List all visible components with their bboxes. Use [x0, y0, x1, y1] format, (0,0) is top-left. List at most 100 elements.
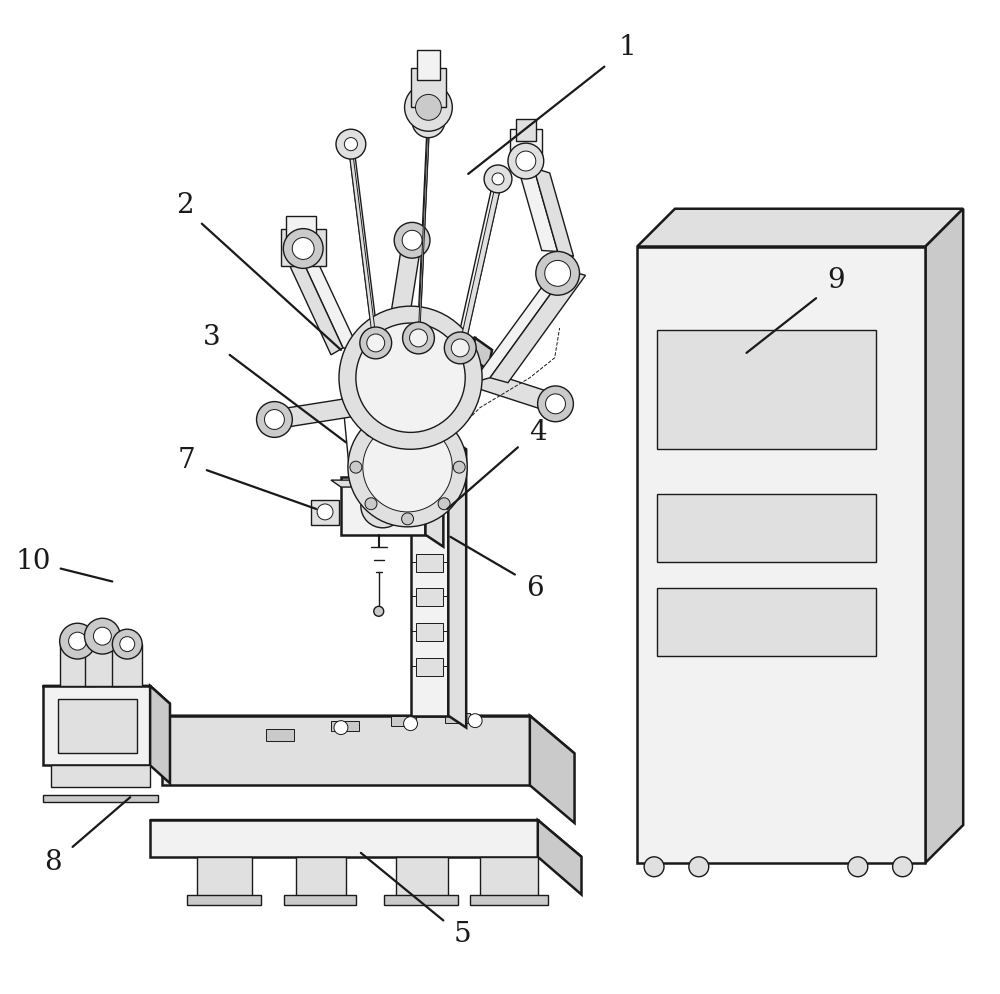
Polygon shape — [396, 857, 448, 897]
Circle shape — [402, 410, 414, 421]
Polygon shape — [472, 270, 568, 383]
Circle shape — [848, 857, 868, 877]
Polygon shape — [925, 209, 963, 863]
Polygon shape — [162, 716, 530, 785]
Bar — [657, 588, 876, 656]
Polygon shape — [331, 480, 450, 487]
Polygon shape — [150, 820, 538, 857]
Polygon shape — [366, 338, 475, 358]
Text: 9: 9 — [827, 266, 845, 294]
Circle shape — [412, 105, 445, 137]
Circle shape — [516, 151, 536, 171]
Bar — [391, 716, 416, 726]
Circle shape — [508, 143, 544, 179]
Bar — [286, 216, 316, 241]
Bar — [311, 500, 339, 525]
Circle shape — [402, 513, 414, 525]
Bar — [637, 247, 925, 863]
Polygon shape — [150, 820, 582, 857]
Circle shape — [410, 329, 427, 347]
Bar — [470, 895, 548, 905]
Polygon shape — [341, 477, 425, 535]
Bar — [516, 119, 536, 141]
Circle shape — [536, 251, 580, 295]
Polygon shape — [150, 686, 170, 783]
Polygon shape — [270, 399, 357, 428]
Circle shape — [371, 494, 395, 518]
Circle shape — [394, 223, 430, 258]
Circle shape — [644, 857, 664, 877]
Bar — [510, 129, 542, 161]
Polygon shape — [418, 109, 429, 350]
Circle shape — [893, 857, 913, 877]
Polygon shape — [51, 765, 150, 787]
Circle shape — [545, 260, 571, 286]
Circle shape — [438, 498, 450, 510]
Polygon shape — [637, 209, 963, 247]
Polygon shape — [470, 338, 492, 370]
Circle shape — [112, 629, 142, 659]
Bar — [416, 554, 443, 572]
Bar — [417, 50, 440, 80]
Circle shape — [344, 137, 357, 151]
Bar — [416, 623, 443, 641]
Text: 2: 2 — [176, 192, 194, 220]
Polygon shape — [530, 716, 575, 823]
Circle shape — [365, 498, 377, 510]
Text: 3: 3 — [203, 324, 221, 352]
Circle shape — [402, 231, 422, 250]
Polygon shape — [296, 857, 346, 897]
Circle shape — [69, 632, 86, 650]
Polygon shape — [480, 857, 538, 897]
Polygon shape — [391, 239, 422, 315]
Bar — [266, 729, 294, 741]
Text: 10: 10 — [15, 548, 51, 576]
Bar — [187, 895, 261, 905]
Bar — [416, 588, 443, 606]
Circle shape — [538, 386, 573, 421]
Circle shape — [403, 322, 434, 354]
Bar — [331, 721, 359, 731]
Circle shape — [689, 857, 709, 877]
Bar — [416, 658, 443, 676]
Polygon shape — [518, 167, 558, 251]
Polygon shape — [287, 253, 343, 355]
Circle shape — [356, 323, 465, 432]
Polygon shape — [490, 270, 585, 383]
Text: 8: 8 — [44, 849, 62, 877]
Text: 6: 6 — [526, 575, 544, 602]
Circle shape — [334, 721, 348, 735]
Bar — [445, 713, 470, 723]
Polygon shape — [460, 176, 500, 358]
Circle shape — [120, 637, 135, 652]
Polygon shape — [43, 795, 158, 802]
Polygon shape — [43, 686, 150, 765]
Circle shape — [60, 623, 95, 659]
Bar — [281, 229, 326, 266]
Text: 1: 1 — [618, 34, 636, 62]
Polygon shape — [534, 168, 574, 256]
Circle shape — [451, 339, 469, 357]
Text: 7: 7 — [178, 446, 196, 474]
Circle shape — [405, 83, 452, 131]
Circle shape — [444, 332, 476, 364]
Text: 4: 4 — [529, 418, 547, 446]
Circle shape — [317, 504, 333, 520]
Circle shape — [374, 606, 384, 616]
Circle shape — [339, 306, 482, 449]
Bar — [60, 641, 95, 686]
Bar — [284, 895, 356, 905]
Circle shape — [336, 129, 366, 159]
Polygon shape — [418, 117, 429, 350]
Circle shape — [264, 410, 284, 429]
Polygon shape — [43, 686, 170, 704]
Bar — [85, 636, 120, 686]
Circle shape — [283, 229, 323, 268]
Circle shape — [363, 422, 452, 512]
Polygon shape — [458, 169, 500, 358]
Polygon shape — [448, 437, 466, 728]
Polygon shape — [425, 477, 443, 547]
Polygon shape — [299, 253, 359, 350]
Circle shape — [416, 94, 441, 120]
Polygon shape — [475, 368, 556, 414]
